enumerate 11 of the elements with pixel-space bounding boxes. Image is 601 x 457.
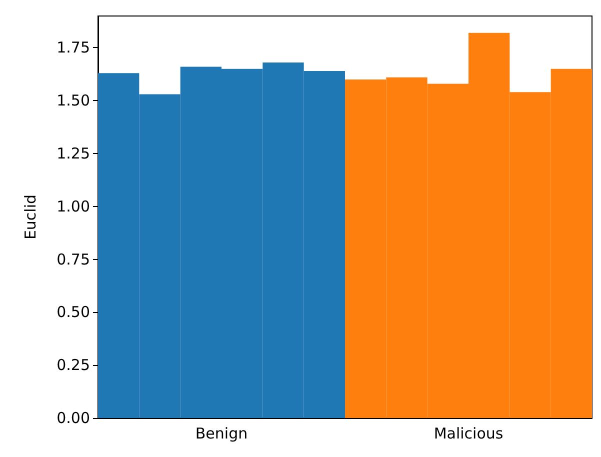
y-tick-label: 0.75 (56, 250, 90, 268)
x-tick-label: Benign (195, 424, 248, 442)
y-axis-title: Euclid (22, 194, 40, 240)
y-tick-label: 0.50 (56, 303, 90, 322)
x-tick-label: Malicious (434, 424, 504, 442)
y-tick-label: 1.50 (56, 92, 90, 110)
y-tick-label: 1.75 (56, 38, 90, 57)
y-tick-label: 0.25 (56, 356, 90, 374)
y-tick-label: 1.00 (56, 197, 90, 216)
y-tick-label: 0.00 (56, 409, 90, 427)
y-tick-label: 1.25 (56, 144, 90, 163)
